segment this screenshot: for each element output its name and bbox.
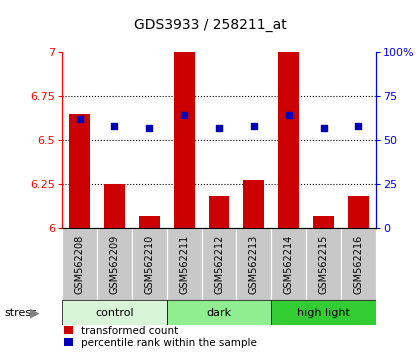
Text: GSM562210: GSM562210: [144, 234, 154, 293]
Bar: [278, 52, 299, 228]
Bar: [341, 228, 376, 300]
Bar: [167, 300, 271, 325]
Bar: [306, 228, 341, 300]
Bar: [313, 216, 334, 228]
Bar: [139, 216, 160, 228]
Point: [286, 113, 292, 118]
Point: [250, 123, 257, 129]
Bar: [104, 184, 125, 228]
Text: GSM562211: GSM562211: [179, 234, 189, 293]
Bar: [97, 228, 132, 300]
Point: [216, 125, 223, 131]
Text: GDS3933 / 258211_at: GDS3933 / 258211_at: [134, 18, 286, 32]
Text: GSM562216: GSM562216: [354, 234, 363, 293]
Point: [355, 123, 362, 129]
Bar: [62, 228, 97, 300]
Text: GSM562208: GSM562208: [75, 234, 84, 293]
Bar: [244, 181, 264, 228]
Bar: [271, 228, 306, 300]
Bar: [236, 228, 271, 300]
Point: [111, 123, 118, 129]
Text: ▶: ▶: [30, 306, 39, 319]
Bar: [209, 196, 229, 228]
Bar: [174, 52, 194, 228]
Text: GSM562212: GSM562212: [214, 234, 224, 294]
Legend: transformed count, percentile rank within the sample: transformed count, percentile rank withi…: [63, 325, 258, 349]
Point: [181, 113, 188, 118]
Bar: [167, 228, 202, 300]
Text: dark: dark: [207, 308, 231, 318]
Bar: [202, 228, 236, 300]
Bar: [348, 196, 369, 228]
Text: GSM562215: GSM562215: [319, 234, 328, 294]
Text: stress: stress: [4, 308, 37, 318]
Text: control: control: [95, 308, 134, 318]
Bar: [62, 300, 167, 325]
Point: [320, 125, 327, 131]
Text: GSM562213: GSM562213: [249, 234, 259, 293]
Bar: [271, 300, 376, 325]
Text: GSM562214: GSM562214: [284, 234, 294, 293]
Point: [146, 125, 153, 131]
Bar: [69, 114, 90, 228]
Bar: [132, 228, 167, 300]
Point: [76, 116, 83, 122]
Text: GSM562209: GSM562209: [110, 234, 119, 293]
Text: high light: high light: [297, 308, 350, 318]
